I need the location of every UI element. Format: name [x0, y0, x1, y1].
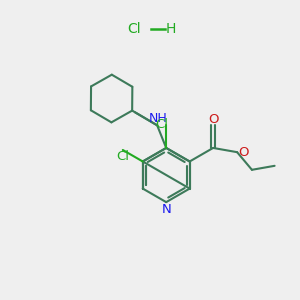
Text: N: N	[161, 203, 171, 216]
Text: O: O	[208, 113, 218, 126]
Text: O: O	[238, 146, 249, 159]
Text: Cl: Cl	[155, 118, 168, 131]
Text: Cl: Cl	[127, 22, 141, 36]
Text: Cl: Cl	[116, 150, 129, 163]
Text: H: H	[166, 22, 176, 36]
Text: NH: NH	[149, 112, 168, 125]
